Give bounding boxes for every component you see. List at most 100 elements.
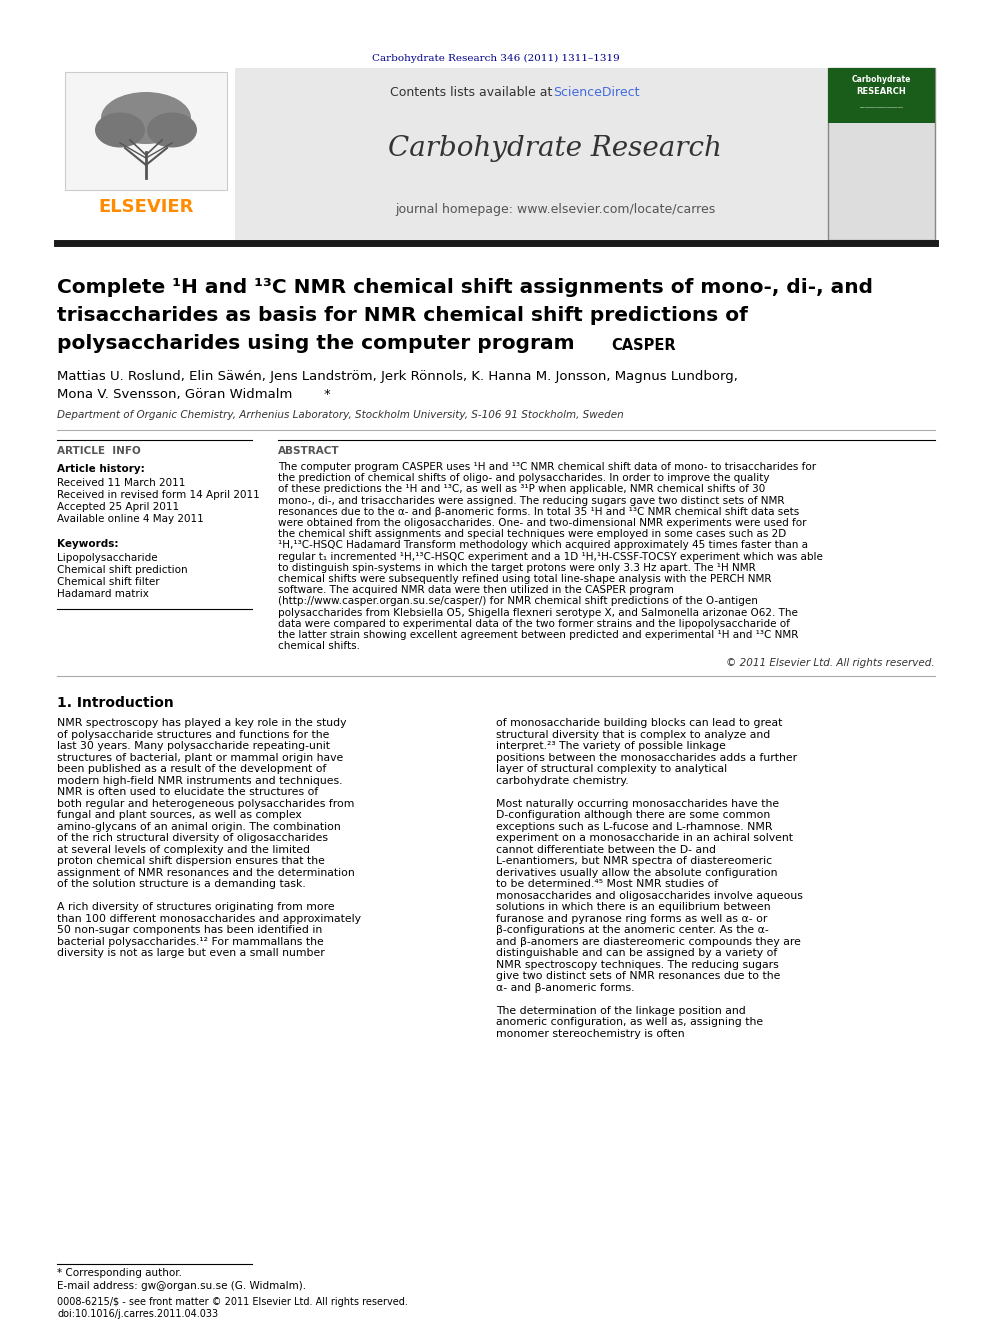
Text: NMR spectroscopy has played a key role in the study: NMR spectroscopy has played a key role i…: [57, 718, 346, 729]
Text: The determination of the linkage position and: The determination of the linkage positio…: [496, 1005, 746, 1016]
Text: of these predictions the ¹H and ¹³C, as well as ³¹P when applicable, NMR chemica: of these predictions the ¹H and ¹³C, as …: [278, 484, 765, 495]
Text: Mattias U. Roslund, Elin Säwén, Jens Landström, Jerk Rönnols, K. Hanna M. Jonsso: Mattias U. Roslund, Elin Säwén, Jens Lan…: [57, 370, 738, 382]
Text: 1. Introduction: 1. Introduction: [57, 696, 174, 710]
Text: furanose and pyranose ring forms as well as α- or: furanose and pyranose ring forms as well…: [496, 914, 768, 923]
Text: data were compared to experimental data of the two former strains and the lipopo: data were compared to experimental data …: [278, 619, 790, 628]
Text: L-enantiomers, but NMR spectra of diastereomeric: L-enantiomers, but NMR spectra of diaste…: [496, 856, 772, 867]
Text: of the rich structural diversity of oligosaccharides: of the rich structural diversity of olig…: [57, 833, 328, 843]
Text: last 30 years. Many polysaccharide repeating-unit: last 30 years. Many polysaccharide repea…: [57, 741, 330, 751]
Text: polysaccharides from Klebsiella O5, Shigella flexneri serotype X, and Salmonella: polysaccharides from Klebsiella O5, Shig…: [278, 607, 798, 618]
Text: experiment on a monosaccharide in an achiral solvent: experiment on a monosaccharide in an ach…: [496, 833, 793, 843]
Text: Carbohydrate Research 346 (2011) 1311–1319: Carbohydrate Research 346 (2011) 1311–13…: [372, 53, 620, 62]
Text: anomeric configuration, as well as, assigning the: anomeric configuration, as well as, assi…: [496, 1017, 763, 1028]
Text: Carbohydrate: Carbohydrate: [851, 75, 911, 85]
Bar: [57, 67, 235, 239]
Text: of monosaccharide building blocks can lead to great: of monosaccharide building blocks can le…: [496, 718, 783, 729]
Text: the chemical shift assignments and special techniques were employed in some case: the chemical shift assignments and speci…: [278, 529, 787, 540]
Ellipse shape: [95, 112, 145, 147]
Text: mono-, di-, and trisaccharides were assigned. The reducing sugars gave two disti: mono-, di-, and trisaccharides were assi…: [278, 496, 785, 505]
Text: E-mail address: gw@organ.su.se (G. Widmalm).: E-mail address: gw@organ.su.se (G. Widma…: [57, 1281, 307, 1291]
Text: layer of structural complexity to analytical: layer of structural complexity to analyt…: [496, 765, 727, 774]
Text: exceptions such as L-fucose and L-rhamnose. NMR: exceptions such as L-fucose and L-rhamno…: [496, 822, 773, 832]
Text: β-configurations at the anomeric center. As the α-: β-configurations at the anomeric center.…: [496, 925, 769, 935]
Text: solutions in which there is an equilibrium between: solutions in which there is an equilibri…: [496, 902, 771, 913]
Text: ARTICLE  INFO: ARTICLE INFO: [57, 446, 141, 456]
Text: amino-glycans of an animal origin. The combination: amino-glycans of an animal origin. The c…: [57, 822, 340, 832]
Text: assignment of NMR resonances and the determination: assignment of NMR resonances and the det…: [57, 868, 355, 878]
Text: structures of bacterial, plant or mammal origin have: structures of bacterial, plant or mammal…: [57, 753, 343, 763]
Text: D-configuration although there are some common: D-configuration although there are some …: [496, 811, 770, 820]
Text: journal homepage: www.elsevier.com/locate/carres: journal homepage: www.elsevier.com/locat…: [395, 204, 715, 217]
Text: to be determined.⁴⁵ Most NMR studies of: to be determined.⁴⁵ Most NMR studies of: [496, 880, 718, 889]
Text: diversity is not as large but even a small number: diversity is not as large but even a sma…: [57, 949, 324, 958]
Text: Department of Organic Chemistry, Arrhenius Laboratory, Stockholm University, S-1: Department of Organic Chemistry, Arrheni…: [57, 410, 624, 419]
Text: modern high-field NMR instruments and techniques.: modern high-field NMR instruments and te…: [57, 775, 342, 786]
Text: Chemical shift prediction: Chemical shift prediction: [57, 565, 187, 576]
Text: *: *: [324, 388, 330, 401]
Text: Chemical shift filter: Chemical shift filter: [57, 577, 160, 587]
Text: Accepted 25 April 2011: Accepted 25 April 2011: [57, 501, 180, 512]
Text: structural diversity that is complex to analyze and: structural diversity that is complex to …: [496, 730, 770, 740]
Text: A rich diversity of structures originating from more: A rich diversity of structures originati…: [57, 902, 334, 913]
Text: ELSEVIER: ELSEVIER: [98, 198, 193, 216]
Text: the prediction of chemical shifts of oligo- and polysaccharides. In order to imp: the prediction of chemical shifts of oli…: [278, 474, 770, 483]
Text: carbohydrate chemistry.: carbohydrate chemistry.: [496, 775, 629, 786]
Text: Available online 4 May 2011: Available online 4 May 2011: [57, 515, 203, 524]
Text: chemical shifts were subsequently refined using total line-shape analysis with t: chemical shifts were subsequently refine…: [278, 574, 772, 583]
Text: chemical shifts.: chemical shifts.: [278, 642, 360, 651]
Text: been published as a result of the development of: been published as a result of the develo…: [57, 765, 326, 774]
Text: than 100 different monosaccharides and approximately: than 100 different monosaccharides and a…: [57, 914, 361, 923]
Text: Article history:: Article history:: [57, 464, 145, 474]
Text: of the solution structure is a demanding task.: of the solution structure is a demanding…: [57, 880, 306, 889]
Text: distinguishable and can be assigned by a variety of: distinguishable and can be assigned by a…: [496, 949, 778, 958]
Text: of polysaccharide structures and functions for the: of polysaccharide structures and functio…: [57, 730, 329, 740]
Text: NMR is often used to elucidate the structures of: NMR is often used to elucidate the struc…: [57, 787, 318, 798]
Text: RESEARCH: RESEARCH: [856, 87, 906, 97]
Text: The computer program CASPER uses ¹H and ¹³C NMR chemical shift data of mono- to : The computer program CASPER uses ¹H and …: [278, 462, 816, 472]
Text: CASPER: CASPER: [611, 337, 676, 353]
Text: Mona V. Svensson, Göran Widmalm: Mona V. Svensson, Göran Widmalm: [57, 388, 297, 401]
Bar: [65, 71, 227, 191]
Text: Received in revised form 14 April 2011: Received in revised form 14 April 2011: [57, 490, 260, 500]
Text: Carbohydrate Research: Carbohydrate Research: [388, 135, 722, 161]
Text: polysaccharides using the computer program: polysaccharides using the computer progr…: [57, 333, 581, 353]
Text: bacterial polysaccharides.¹² For mammallans the: bacterial polysaccharides.¹² For mammall…: [57, 937, 323, 947]
Text: regular t₁ incremented ¹H,¹³C-HSQC experiment and a 1D ¹H,¹H-CSSF-TOCSY experime: regular t₁ incremented ¹H,¹³C-HSQC exper…: [278, 552, 823, 561]
Text: * Corresponding author.: * Corresponding author.: [57, 1267, 182, 1278]
Text: © 2011 Elsevier Ltd. All rights reserved.: © 2011 Elsevier Ltd. All rights reserved…: [726, 659, 935, 668]
Text: derivatives usually allow the absolute configuration: derivatives usually allow the absolute c…: [496, 868, 778, 878]
Ellipse shape: [101, 93, 191, 144]
Text: Hadamard matrix: Hadamard matrix: [57, 589, 149, 599]
Text: Received 11 March 2011: Received 11 March 2011: [57, 478, 186, 488]
Bar: [828, 67, 935, 123]
Text: both regular and heterogeneous polysaccharides from: both regular and heterogeneous polysacch…: [57, 799, 354, 808]
Text: α- and β-anomeric forms.: α- and β-anomeric forms.: [496, 983, 635, 992]
Text: were obtained from the oligosaccharides. One- and two-dimensional NMR experiment: were obtained from the oligosaccharides.…: [278, 519, 806, 528]
Text: resonances due to the α- and β-anomeric forms. In total 35 ¹H and ¹³C NMR chemic: resonances due to the α- and β-anomeric …: [278, 507, 800, 517]
Text: Complete ¹H and ¹³C NMR chemical shift assignments of mono-, di-, and: Complete ¹H and ¹³C NMR chemical shift a…: [57, 278, 873, 296]
Text: positions between the monosaccharides adds a further: positions between the monosaccharides ad…: [496, 753, 798, 763]
Text: the latter strain showing excellent agreement between predicted and experimental: the latter strain showing excellent agre…: [278, 630, 799, 640]
Ellipse shape: [147, 112, 197, 147]
Bar: [57, 67, 935, 239]
Text: Contents lists available at: Contents lists available at: [390, 86, 557, 98]
Text: 50 non-sugar components has been identified in: 50 non-sugar components has been identif…: [57, 925, 322, 935]
Text: fungal and plant sources, as well as complex: fungal and plant sources, as well as com…: [57, 811, 302, 820]
Text: at several levels of complexity and the limited: at several levels of complexity and the …: [57, 845, 310, 855]
Text: cannot differentiate between the D- and: cannot differentiate between the D- and: [496, 845, 716, 855]
Text: to distinguish spin-systems in which the target protons were only 3.3 Hz apart. : to distinguish spin-systems in which the…: [278, 562, 756, 573]
Text: monosaccharides and oligosaccharides involve aqueous: monosaccharides and oligosaccharides inv…: [496, 890, 803, 901]
Text: and β-anomers are diastereomeric compounds they are: and β-anomers are diastereomeric compoun…: [496, 937, 801, 947]
Text: ¹H,¹³C-HSQC Hadamard Transform methodology which acquired approximately 45 times: ¹H,¹³C-HSQC Hadamard Transform methodolo…: [278, 540, 808, 550]
Text: give two distinct sets of NMR resonances due to the: give two distinct sets of NMR resonances…: [496, 971, 781, 982]
Text: interpret.²³ The variety of possible linkage: interpret.²³ The variety of possible lin…: [496, 741, 726, 751]
Text: doi:10.1016/j.carres.2011.04.033: doi:10.1016/j.carres.2011.04.033: [57, 1308, 218, 1319]
Text: ABSTRACT: ABSTRACT: [278, 446, 339, 456]
Text: software. The acquired NMR data were then utilized in the CASPER program: software. The acquired NMR data were the…: [278, 585, 674, 595]
Text: NMR spectroscopy techniques. The reducing sugars: NMR spectroscopy techniques. The reducin…: [496, 960, 779, 970]
Text: Most naturally occurring monosaccharides have the: Most naturally occurring monosaccharides…: [496, 799, 779, 808]
Text: monomer stereochemistry is often: monomer stereochemistry is often: [496, 1029, 684, 1039]
Text: (http://www.casper.organ.su.se/casper/) for NMR chemical shift predictions of th: (http://www.casper.organ.su.se/casper/) …: [278, 597, 758, 606]
Text: ________________: ________________: [859, 102, 903, 107]
Bar: [828, 67, 935, 239]
